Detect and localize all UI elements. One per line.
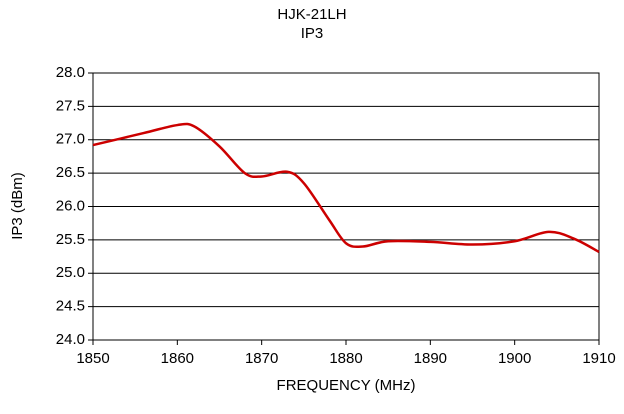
y-tick-label: 27.0 xyxy=(56,131,85,148)
x-tick-label: 1900 xyxy=(498,350,531,367)
plot-frame xyxy=(92,72,600,341)
x-tick-label: 1870 xyxy=(245,350,278,367)
data-line xyxy=(92,122,600,253)
x-axis-label: FREQUENCY (MHz) xyxy=(277,377,416,394)
y-tick-label: 25.0 xyxy=(56,264,85,281)
y-tick-label: 25.5 xyxy=(56,231,85,248)
y-tick-label: 24.5 xyxy=(56,298,85,315)
y-tick-label: 26.0 xyxy=(56,197,85,214)
y-tick-label: 24.0 xyxy=(56,331,85,348)
x-tick-label: 1850 xyxy=(76,350,109,367)
x-tick-label: 1910 xyxy=(582,350,615,367)
y-tick-label: 27.5 xyxy=(56,97,85,114)
y-tick-label: 26.5 xyxy=(56,164,85,181)
x-tick-label: 1880 xyxy=(329,350,362,367)
y-axis-label: IP3 (dBm) xyxy=(9,172,26,240)
x-tick-label: 1860 xyxy=(161,350,194,367)
chart-subtitle: IP3 xyxy=(301,25,324,42)
chart-title: HJK-21LH xyxy=(277,6,346,23)
x-tick-label: 1890 xyxy=(414,350,447,367)
y-tick-label: 28.0 xyxy=(56,64,85,81)
